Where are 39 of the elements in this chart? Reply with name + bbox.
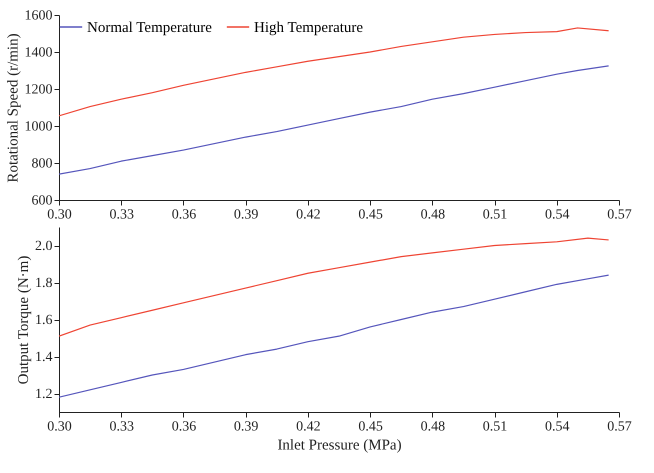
x-tick-label: 0.36 (172, 420, 196, 434)
y-tick-label: 800 (32, 156, 52, 172)
legend-label: Normal Temperature (87, 20, 212, 36)
y-tick-label: 1.8 (35, 276, 52, 291)
y-tick-label: 1400 (24, 46, 52, 60)
y-axis-title: Output Torque (N·m) (16, 256, 32, 384)
y-tick-label: 2.0 (35, 239, 52, 254)
x-tick-label: 0.51 (482, 420, 508, 434)
x-tick-label: 0.57 (607, 208, 632, 222)
x-tick-label: 0.33 (109, 208, 134, 222)
x-tick-label: 0.48 (420, 420, 446, 434)
x-tick-label: 0.30 (47, 208, 72, 222)
x-tick-label: 0.48 (420, 208, 446, 222)
y-axis-title: Rotational Speed (r/min) (6, 33, 22, 183)
y-tick-label: 1000 (24, 120, 52, 134)
x-tick-label: 0.36 (172, 208, 196, 222)
x-tick-label: 0.45 (358, 208, 383, 222)
x-tick-label: 0.42 (296, 208, 321, 222)
x-tick-label: 0.51 (482, 208, 508, 222)
line-series (59, 65, 610, 175)
y-tick-label: 1.2 (35, 387, 52, 402)
x-tick-label: 0.42 (296, 420, 321, 434)
x-tick-label: 0.54 (545, 208, 570, 222)
x-tick-label: 0.45 (358, 420, 383, 434)
x-tick-label: 0.33 (109, 420, 134, 434)
x-tick-label: 0.39 (234, 208, 258, 222)
y-tick-label: 600 (32, 194, 52, 208)
y-tick-label: 1.6 (35, 313, 52, 328)
x-axis-title: Inlet Pressure (MPa) (277, 438, 402, 454)
legend-label: High Temperature (254, 20, 364, 36)
y-tick-label: 1600 (24, 8, 52, 24)
x-tick-label: 0.39 (234, 420, 258, 434)
x-tick-label: 0.54 (545, 420, 570, 434)
line-series (59, 274, 610, 398)
x-tick-label: 0.30 (47, 420, 72, 434)
y-tick-label: 1200 (24, 82, 52, 98)
y-tick-label: 1.4 (35, 350, 52, 365)
x-tick-label: 0.57 (607, 420, 632, 434)
line-series (59, 238, 610, 337)
